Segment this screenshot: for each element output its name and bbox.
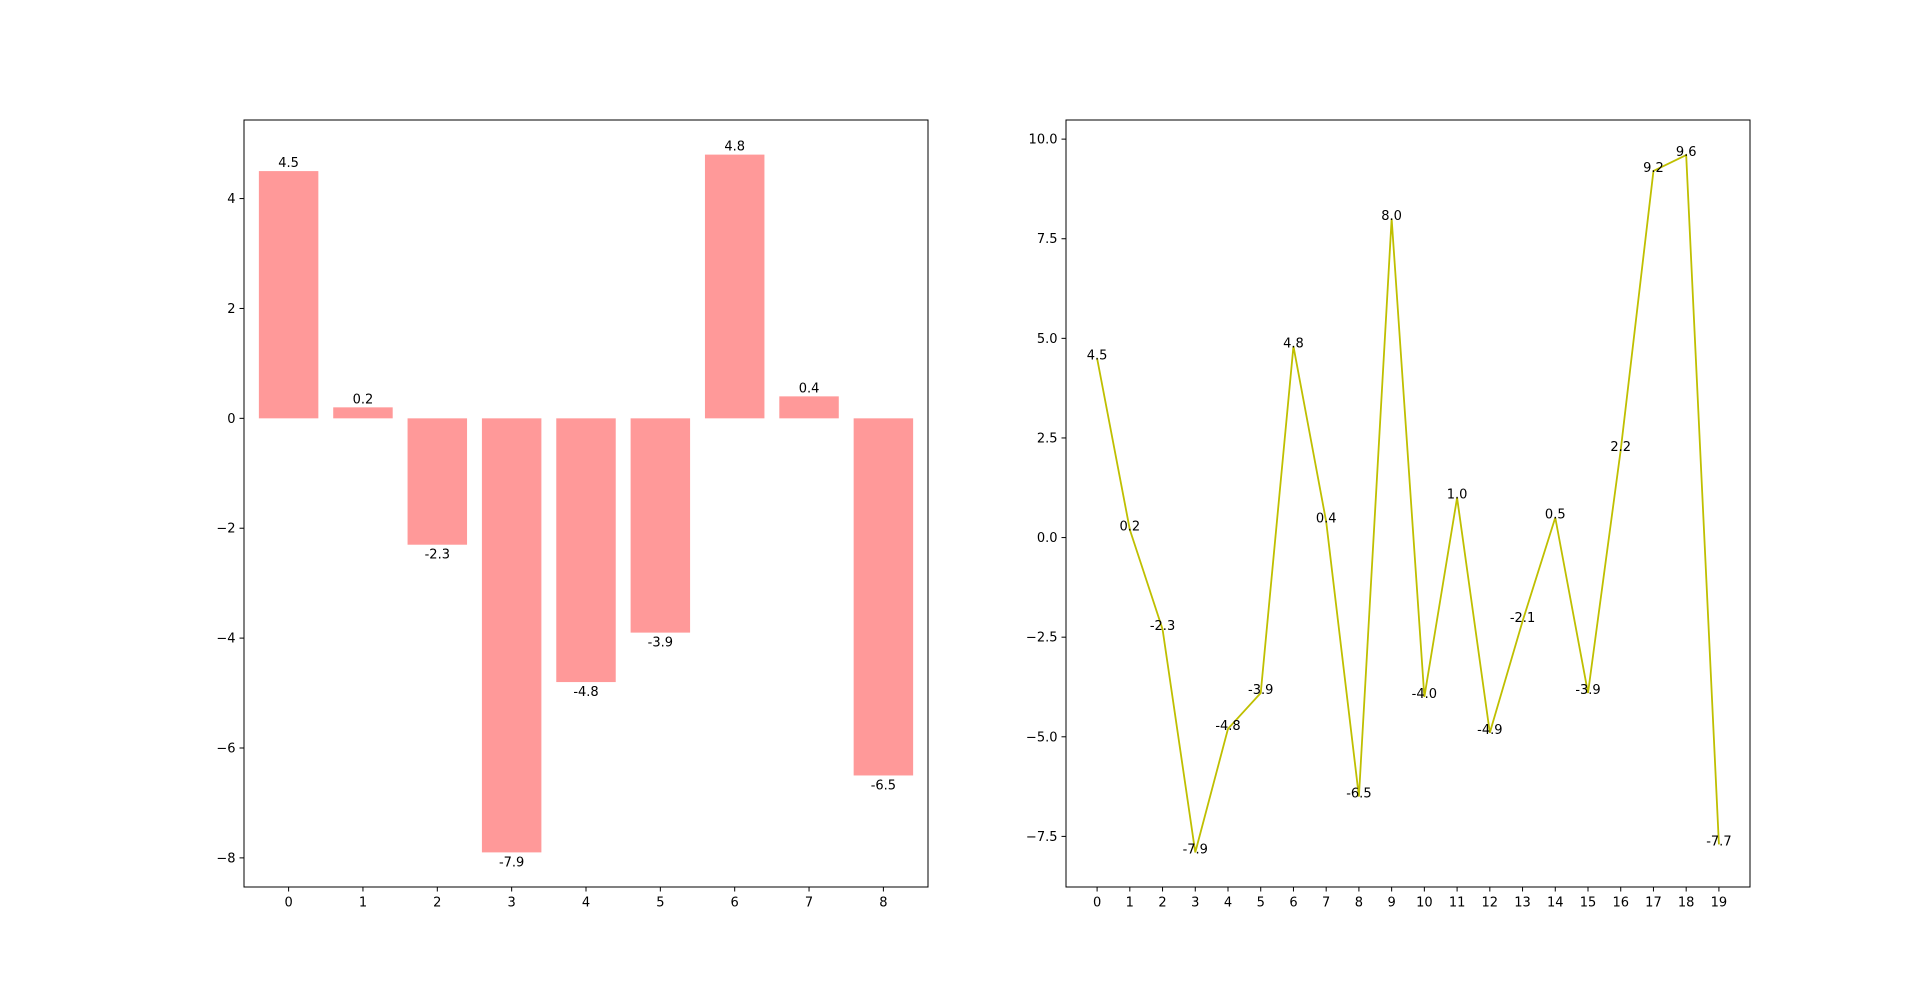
- bar: [704, 154, 765, 419]
- x-tick-label: 1: [1126, 896, 1134, 911]
- point-data-label: 4.8: [1283, 336, 1304, 351]
- point-data-label: -6.5: [1346, 787, 1371, 802]
- y-tick-label: −2.5: [1026, 631, 1058, 646]
- x-tick-label: 4: [582, 896, 590, 911]
- x-tick-label: 14: [1547, 896, 1564, 911]
- y-tick-label: −5.0: [1026, 730, 1058, 745]
- point-data-label: -7.7: [1706, 834, 1731, 849]
- x-tick-label: 2: [1158, 896, 1166, 911]
- point-data-label: -3.9: [1575, 683, 1600, 698]
- bar-data-label: 4.5: [278, 156, 299, 171]
- bar-data-label: 0.2: [353, 392, 374, 407]
- bar-data-label: -6.5: [871, 778, 896, 793]
- x-tick-label: 1: [359, 896, 367, 911]
- y-tick-label: −4: [216, 632, 235, 647]
- point-data-label: 9.6: [1676, 145, 1697, 160]
- y-tick-label: 5.0: [1037, 332, 1058, 347]
- bar-data-label: 0.4: [799, 381, 820, 396]
- bar: [779, 396, 839, 419]
- x-tick-label: 11: [1449, 896, 1466, 911]
- x-tick-label: 13: [1514, 896, 1531, 911]
- y-tick-label: −7.5: [1026, 830, 1058, 845]
- x-tick-label: 2: [433, 896, 441, 911]
- axes-frame: [1065, 119, 1751, 888]
- x-tick-label: 7: [1322, 896, 1330, 911]
- bar-data-label: -7.9: [499, 855, 524, 870]
- bar: [333, 407, 393, 419]
- series-line: [1096, 153, 1720, 853]
- y-tick-label: −8: [216, 851, 235, 866]
- x-tick-label: 18: [1678, 896, 1695, 911]
- x-tick-label: 3: [508, 896, 516, 911]
- x-tick-label: 8: [879, 896, 887, 911]
- bar-data-label: -4.8: [573, 685, 598, 700]
- bar-data-label: -3.9: [648, 636, 673, 651]
- point-data-label: -2.3: [1150, 619, 1175, 634]
- bar-data-label: 4.8: [724, 140, 745, 155]
- y-tick-label: −2: [216, 522, 235, 537]
- x-tick-label: 10: [1416, 896, 1433, 911]
- bar-chart: 4.5 0.2 -2.3 -7.9 -4.8 -3.9 4.8 0.4 -6.5 0 1 2 3 4 5 6 7…: [216, 119, 929, 911]
- x-tick-label: 0: [1093, 896, 1101, 911]
- bar: [630, 418, 691, 633]
- y-tick-label: 0.0: [1037, 531, 1058, 546]
- point-data-label: -7.9: [1183, 842, 1208, 857]
- bar-data-label: -2.3: [425, 548, 450, 563]
- point-data-label: 0.5: [1545, 508, 1566, 523]
- point-data-label: 8.0: [1381, 209, 1402, 224]
- point-data-label: 2.2: [1610, 440, 1631, 455]
- bar: [853, 418, 914, 776]
- line-chart: 4.5 0.2 -2.3 -7.9 -4.8 -3.9 4.8 0.4 -6.5 8.0 -4.0 1…: [1026, 119, 1751, 911]
- y-tick-label: 0: [227, 412, 235, 427]
- x-tick-label: 16: [1612, 896, 1629, 911]
- x-tick-label: 15: [1580, 896, 1597, 911]
- x-tick-label: 19: [1711, 896, 1728, 911]
- x-tick-label: 8: [1355, 896, 1363, 911]
- x-tick-label: 3: [1191, 896, 1199, 911]
- y-tick-label: 10.0: [1029, 133, 1058, 148]
- y-tick-label: −6: [216, 741, 235, 756]
- x-tick-label: 5: [656, 896, 664, 911]
- y-tick-label: 4: [227, 192, 235, 207]
- axes-frame: [243, 119, 929, 888]
- bar: [556, 418, 616, 683]
- x-tick-label: 9: [1387, 896, 1395, 911]
- x-tick-label: 6: [731, 896, 739, 911]
- point-data-label: -3.9: [1248, 683, 1273, 698]
- point-data-label: 1.0: [1447, 488, 1468, 503]
- x-tick-label: 5: [1257, 896, 1265, 911]
- x-tick-label: 0: [284, 896, 292, 911]
- point-data-label: 0.4: [1316, 512, 1337, 527]
- point-data-label: -2.1: [1510, 611, 1535, 626]
- point-data-label: 9.2: [1643, 161, 1664, 176]
- x-tick-label: 17: [1645, 896, 1662, 911]
- y-tick-label: 2.5: [1037, 431, 1058, 446]
- x-tick-label: 7: [805, 896, 813, 911]
- point-data-label: -4.0: [1412, 687, 1437, 702]
- bar: [481, 418, 542, 853]
- point-data-label: -4.8: [1215, 719, 1240, 734]
- point-data-label: 4.5: [1087, 348, 1108, 363]
- y-tick-label: 2: [227, 302, 235, 317]
- y-tick-label: 7.5: [1037, 232, 1058, 247]
- x-tick-label: 4: [1224, 896, 1232, 911]
- bar: [258, 171, 319, 419]
- x-tick-label: 12: [1482, 896, 1499, 911]
- bar: [407, 418, 468, 545]
- point-data-label: 0.2: [1119, 520, 1140, 535]
- x-tick-label: 6: [1289, 896, 1297, 911]
- point-data-label: -4.9: [1477, 723, 1502, 738]
